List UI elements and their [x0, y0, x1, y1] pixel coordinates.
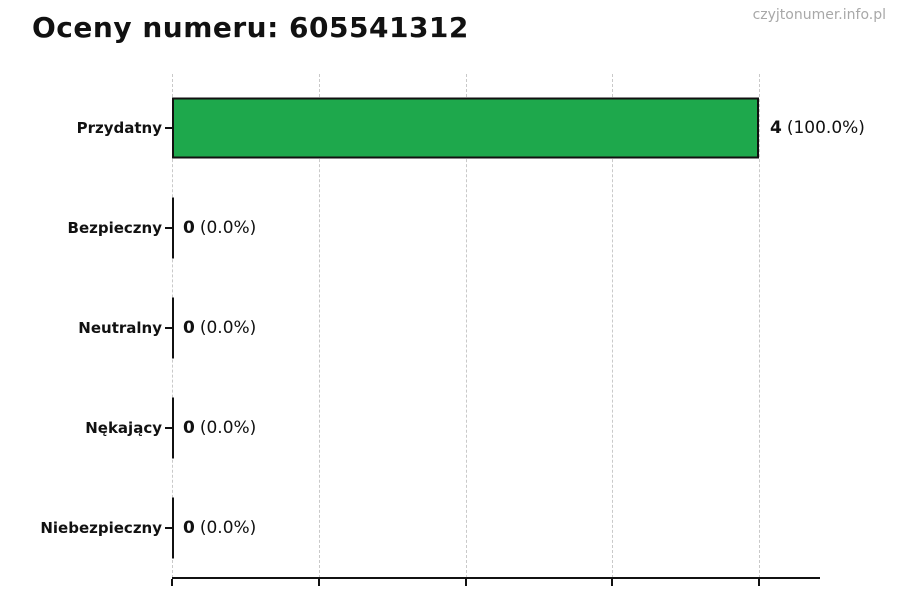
value-count: 0: [183, 418, 195, 438]
value-count: 0: [183, 218, 195, 238]
y-axis-tick: [165, 127, 172, 129]
x-axis-ticks: [171, 579, 818, 589]
value-count: 0: [183, 518, 195, 538]
value-count: 0: [183, 318, 195, 338]
y-axis-tick: [165, 327, 172, 329]
bar-row: Neutralny 0 (0.0%): [0, 278, 900, 378]
bars-container: Przydatny 4 (100.0%) Bezpieczny 0 (0.0%) Neutr…: [0, 78, 900, 578]
page-title: Oceny numeru: 605541312: [32, 11, 469, 44]
gridline: [759, 74, 760, 578]
x-axis-line: [172, 577, 820, 579]
value-label: 0 (0.0%): [183, 518, 256, 538]
y-axis-tick: [165, 527, 172, 529]
bar: [172, 97, 759, 159]
x-axis-tick: [171, 579, 173, 586]
x-axis-tick: [611, 579, 613, 586]
x-axis-tick: [465, 579, 467, 586]
value-count: 4: [770, 118, 782, 138]
gridline: [466, 74, 467, 578]
category-label: Bezpieczny: [67, 219, 162, 237]
watermark: czyjtonumer.info.pl: [752, 7, 886, 23]
value-label: 0 (0.0%): [183, 318, 256, 338]
bar: [172, 497, 174, 559]
value-percent: (0.0%): [199, 318, 257, 338]
category-label: Neutralny: [78, 319, 162, 337]
value-label: 4 (100.0%): [770, 118, 865, 138]
bar-row: Niebezpieczny 0 (0.0%): [0, 478, 900, 578]
value-percent: (0.0%): [199, 518, 257, 538]
bar-row: Bezpieczny 0 (0.0%): [0, 178, 900, 278]
value-label: 0 (0.0%): [183, 418, 256, 438]
gridline: [612, 74, 613, 578]
x-axis-tick: [318, 579, 320, 586]
category-label: Nękający: [85, 419, 162, 437]
gridline: [319, 74, 320, 578]
value-label: 0 (0.0%): [183, 218, 256, 238]
value-percent: (0.0%): [199, 218, 257, 238]
bar: [172, 397, 174, 459]
category-label: Niebezpieczny: [40, 519, 162, 537]
value-percent: (100.0%): [786, 118, 865, 138]
y-axis-tick: [165, 227, 172, 229]
bar-row: Nękający 0 (0.0%): [0, 378, 900, 478]
value-percent: (0.0%): [199, 418, 257, 438]
bar: [172, 297, 174, 359]
bar-row: Przydatny 4 (100.0%): [0, 78, 900, 178]
x-axis-tick: [758, 579, 760, 586]
category-label: Przydatny: [76, 119, 162, 137]
y-axis-tick: [165, 427, 172, 429]
bar: [172, 197, 174, 259]
